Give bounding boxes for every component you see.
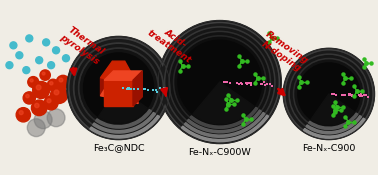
Circle shape (295, 60, 363, 128)
Circle shape (51, 86, 68, 103)
Circle shape (175, 37, 265, 127)
Circle shape (47, 79, 59, 91)
Circle shape (286, 51, 372, 137)
Circle shape (178, 40, 262, 124)
Circle shape (30, 79, 33, 82)
Circle shape (164, 27, 275, 137)
Circle shape (298, 63, 360, 125)
Polygon shape (101, 61, 138, 85)
Circle shape (79, 48, 159, 128)
Wedge shape (306, 116, 361, 134)
Circle shape (75, 45, 162, 131)
Circle shape (47, 99, 51, 103)
Circle shape (23, 92, 36, 104)
Circle shape (27, 119, 45, 137)
Polygon shape (101, 78, 138, 103)
Wedge shape (93, 112, 155, 133)
Circle shape (162, 24, 278, 140)
Circle shape (73, 43, 164, 133)
Polygon shape (104, 71, 142, 80)
Circle shape (43, 39, 50, 46)
Text: Thermal
pyrolysis: Thermal pyrolysis (59, 24, 107, 66)
Circle shape (54, 90, 59, 95)
Circle shape (26, 94, 29, 98)
Circle shape (160, 22, 279, 142)
Circle shape (158, 20, 281, 144)
Circle shape (48, 62, 54, 69)
Circle shape (70, 40, 167, 136)
Circle shape (59, 78, 63, 82)
Wedge shape (308, 113, 358, 129)
Circle shape (84, 53, 153, 123)
Circle shape (56, 75, 70, 89)
Circle shape (28, 77, 39, 88)
Circle shape (50, 82, 53, 85)
Text: Fe₃C@NDC: Fe₃C@NDC (93, 144, 144, 153)
Circle shape (26, 35, 33, 42)
Circle shape (289, 54, 369, 134)
Wedge shape (98, 88, 147, 123)
Circle shape (293, 58, 364, 129)
Circle shape (169, 31, 271, 133)
Wedge shape (193, 82, 254, 124)
Circle shape (34, 111, 52, 129)
Text: Fe-Nₓ-C900W: Fe-Nₓ-C900W (188, 148, 251, 156)
Circle shape (6, 62, 13, 69)
Circle shape (40, 70, 50, 80)
Circle shape (170, 33, 269, 131)
Polygon shape (104, 80, 133, 106)
Circle shape (19, 111, 23, 115)
Circle shape (67, 36, 170, 140)
Circle shape (10, 42, 17, 49)
Circle shape (80, 50, 157, 126)
Wedge shape (90, 115, 160, 138)
Circle shape (36, 85, 41, 90)
Circle shape (23, 67, 30, 74)
Circle shape (16, 52, 23, 59)
Circle shape (174, 36, 266, 128)
Wedge shape (311, 94, 354, 125)
Text: Removing
N-doping: Removing N-doping (258, 30, 310, 75)
Circle shape (166, 28, 273, 136)
Circle shape (285, 50, 373, 138)
Wedge shape (187, 110, 261, 133)
Circle shape (31, 100, 47, 116)
Wedge shape (190, 107, 258, 128)
Circle shape (35, 103, 39, 108)
Wedge shape (96, 110, 151, 128)
Circle shape (53, 47, 60, 54)
Wedge shape (181, 115, 269, 142)
Circle shape (62, 55, 70, 62)
Circle shape (44, 96, 58, 110)
Circle shape (16, 108, 31, 122)
Polygon shape (133, 71, 142, 106)
Circle shape (42, 72, 45, 75)
Polygon shape (101, 77, 138, 103)
Circle shape (47, 109, 65, 127)
Wedge shape (304, 118, 365, 138)
Circle shape (283, 48, 375, 140)
Text: Acid-
treatment: Acid- treatment (146, 20, 199, 65)
Circle shape (68, 38, 169, 138)
Circle shape (291, 56, 367, 132)
Text: Fe-Nₓ-C900: Fe-Nₓ-C900 (302, 144, 356, 153)
Circle shape (36, 57, 43, 64)
Circle shape (33, 82, 50, 99)
Wedge shape (184, 113, 265, 137)
